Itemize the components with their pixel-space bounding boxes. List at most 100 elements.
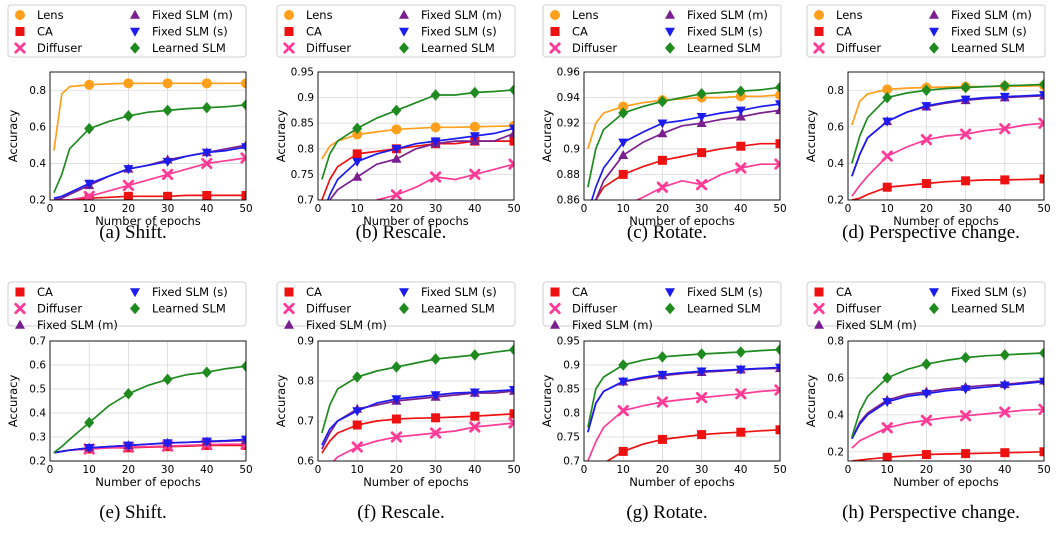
legend-label: Fixed SLM (m)	[836, 318, 917, 332]
legend-item-fixed-slm-m: Fixed SLM (m)	[665, 8, 768, 22]
legend: CA Fixed SLM (s) Diffuser Learned SLM Fixed …	[7, 281, 247, 332]
series-line-ca	[851, 178, 1044, 200]
legend-marker-fixed-slm-s	[130, 27, 140, 37]
data-point-fixed-slm-s	[509, 386, 514, 396]
x-tick-label: 30	[429, 203, 442, 215]
legend-marker-fixed-slm-s	[130, 288, 140, 298]
x-tick-label: 10	[617, 203, 630, 215]
y-tick-label: 0.9	[563, 360, 580, 372]
x-tick-label: 30	[161, 203, 174, 215]
legend-label: Diffuser	[37, 41, 82, 55]
data-point-ca	[961, 176, 971, 186]
series-group	[851, 347, 1044, 461]
legend-label: Diffuser	[836, 302, 881, 316]
data-point-learned-slm	[882, 372, 893, 384]
legend-marker-fixed-slm-m	[550, 319, 560, 329]
data-point-lens	[201, 78, 212, 89]
y-axis-label: Accuracy	[540, 110, 554, 163]
x-tick-label: 0	[845, 464, 852, 476]
y-tick-label: 0.96	[557, 67, 581, 79]
legend-label: Fixed SLM (s)	[421, 25, 497, 39]
legend-label: Fixed SLM (s)	[152, 25, 228, 39]
y-tick-label: 0.4	[29, 408, 46, 420]
x-tick-label: 10	[617, 464, 630, 476]
plot-frame	[847, 340, 1045, 462]
data-point-fixed-slm-s	[882, 117, 893, 127]
legend-item-fixed-slm-s: Fixed SLM (s)	[665, 285, 763, 299]
y-tick-label: 0.2	[827, 446, 844, 458]
y-tick-label: 0.7	[29, 336, 46, 348]
x-tick-label: 20	[122, 203, 135, 215]
data-point-fixed-slm-s	[430, 391, 441, 401]
y-tick-label: 0.6	[827, 121, 844, 133]
legend-item-diffuser: Diffuser	[14, 41, 82, 55]
data-point-learned-slm	[352, 122, 363, 135]
series-line-fixed-slm-s	[326, 127, 514, 200]
y-tick-label: 0.2	[29, 456, 46, 468]
data-point-ca	[882, 182, 892, 192]
data-point-learned-slm	[921, 84, 932, 97]
legend-marker-lens	[814, 10, 824, 20]
data-point-fixed-slm-s	[430, 137, 441, 147]
series-group	[321, 344, 514, 461]
legend-item-learned-slm: Learned SLM	[665, 302, 761, 316]
data-point-diffuser	[83, 190, 95, 200]
data-point-learned-slm	[735, 346, 746, 358]
legend: Lens Fixed SLM (m) CA Fixed SLM (s) Diffuser…	[276, 4, 516, 58]
legend-label: Diffuser	[306, 41, 351, 55]
data-point-learned-slm	[201, 101, 212, 114]
panel-f-rescale: 0 10 20 30 40 50 0.6 0.7 0.8 0.9 Number of epochs A…	[274, 281, 521, 523]
data-point-diffuser	[469, 421, 481, 433]
legend-marker-fixed-slm-m	[130, 9, 140, 19]
y-tick-label: 0.7	[563, 456, 580, 468]
panel-a-shift: 0 10 20 30 40 50 0.2 0.4 0.6 0.8 Number of epochs A…	[6, 4, 253, 243]
data-point-ca	[391, 414, 401, 424]
x-tick-label: 0	[581, 203, 588, 215]
legend-item-fixed-slm-s: Fixed SLM (s)	[929, 25, 1027, 39]
data-point-diffuser	[240, 152, 246, 164]
x-tick-label: 40	[734, 203, 747, 215]
series-line-ca	[321, 140, 514, 200]
data-point-diffuser	[656, 181, 669, 193]
data-point-diffuser	[469, 168, 481, 181]
x-axis-label: Number of epochs	[95, 475, 201, 489]
data-point-ca	[123, 191, 133, 200]
data-point-lens	[241, 78, 246, 89]
data-point-diffuser	[429, 171, 442, 183]
data-point-fixed-slm-s	[618, 138, 629, 148]
data-point-diffuser	[999, 123, 1011, 135]
legend-item-learned-slm: Learned SLM	[929, 41, 1025, 55]
data-point-learned-slm	[657, 351, 668, 363]
data-point-fixed-slm-s	[509, 124, 514, 134]
series-line-learned-slm	[851, 352, 1044, 438]
data-point-lens	[352, 129, 363, 140]
data-point-lens	[618, 101, 629, 112]
data-point-ca	[163, 191, 173, 200]
legend-label: Learned SLM	[152, 41, 226, 55]
y-tick-label: 0.9	[563, 143, 580, 155]
series-group	[53, 360, 246, 455]
data-point-fixed-slm-s	[960, 385, 971, 395]
legend-label: CA	[572, 285, 588, 299]
data-point-ca	[697, 430, 707, 440]
x-tick-label: 0	[845, 203, 852, 215]
legend-item-lens: Lens	[284, 8, 333, 22]
y-axis-label: Accuracy	[274, 375, 288, 428]
x-axis-label: Number of epochs	[629, 475, 735, 489]
data-point-learned-slm	[84, 416, 95, 429]
legend-item-ca: CA	[15, 25, 53, 39]
legend-label: CA	[306, 285, 322, 299]
data-point-learned-slm	[123, 110, 134, 122]
data-point-ca	[736, 141, 746, 151]
series-line-fixed-slm-m	[321, 390, 514, 450]
series-line-fixed-slm-s	[53, 146, 246, 200]
legend-label: Fixed SLM (m)	[951, 8, 1032, 22]
y-tick-label: 0.2	[827, 195, 844, 207]
legend-marker-diffuser	[283, 42, 295, 54]
data-point-lens	[84, 79, 95, 90]
data-point-ca	[431, 413, 441, 423]
legend-box	[542, 4, 782, 58]
x-tick-label: 20	[390, 464, 403, 476]
data-point-fixed-slm-s	[1039, 91, 1044, 101]
data-point-learned-slm	[391, 104, 402, 117]
